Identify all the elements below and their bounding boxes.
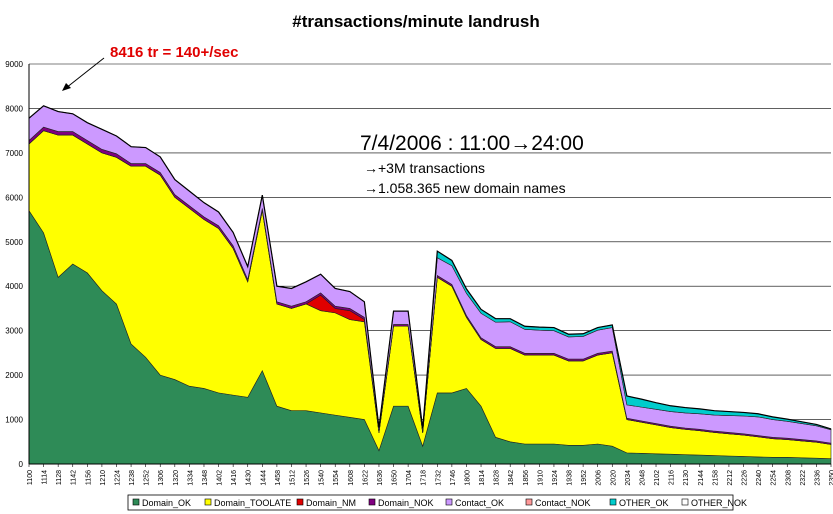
x-tick-label: 1910	[537, 470, 544, 486]
x-tick-label: 1718	[421, 470, 428, 486]
legend-entry: Domain_TOOLATE	[214, 498, 291, 508]
x-tick-label: 2226	[742, 470, 749, 486]
x-tick-label: 1526	[304, 470, 311, 486]
legend-entry: Domain_NOK	[378, 498, 434, 508]
x-tick-label: 1938	[567, 470, 574, 486]
legend: Domain_OK Domain_TOOLATE Domain_NM Domain_N…	[127, 494, 747, 511]
x-tick-label: 2144	[698, 470, 705, 486]
x-tick-label: 1210	[100, 470, 107, 486]
legend-entry: Domain_NM	[306, 498, 356, 508]
x-tick-label: 1334	[187, 470, 194, 486]
y-tick-label: 8000	[5, 104, 23, 113]
legend-swatch	[525, 498, 533, 506]
x-tick-label: 1458	[275, 470, 282, 486]
total-line	[28, 105, 832, 430]
x-tick-label: 1114	[42, 470, 49, 485]
x-tick-label: 1842	[508, 470, 515, 486]
x-tick-label: 1512	[289, 470, 296, 486]
legend-swatch	[609, 498, 617, 506]
x-tick-label: 2020	[610, 470, 617, 486]
y-tick-label: 0	[19, 460, 24, 469]
x-tick-label: 2158	[712, 470, 719, 486]
x-tick-label: 1306	[158, 470, 165, 486]
x-tick-label: 1430	[246, 470, 253, 486]
legend-swatch	[681, 498, 689, 506]
x-tick-label: 1622	[362, 470, 369, 486]
x-tick-label: 2322	[800, 470, 807, 486]
y-tick-labels: 0 1000 2000 3000 4000 5000 6000 7000 8000 9000	[5, 60, 23, 469]
x-tick-label: 1828	[494, 470, 501, 486]
x-tick-label: 1444	[260, 470, 267, 486]
x-tick-label: 1142	[71, 470, 78, 485]
legend-swatch	[132, 498, 140, 506]
legend-swatch	[368, 498, 376, 506]
x-tick-label: 1540	[319, 470, 326, 486]
x-tick-label: 1732	[435, 470, 442, 486]
axes	[28, 64, 831, 465]
legend-entry: Contact_NOK	[535, 498, 591, 508]
y-tick-label: 9000	[5, 60, 23, 69]
peak-arrow-head	[62, 83, 71, 91]
x-tick-label: 2048	[639, 470, 646, 486]
x-tick-label: 1224	[114, 470, 121, 486]
x-tick-label: 2102	[654, 470, 661, 486]
x-tick-label: 2212	[727, 470, 734, 486]
x-tick-label: 1348	[202, 470, 209, 486]
legend-entry: OTHER_OK	[619, 498, 669, 508]
x-tick-label: 1100	[27, 470, 34, 485]
x-tick-label: 2006	[596, 470, 603, 486]
peak-annotation: 8416 tr = 140+/sec	[110, 44, 238, 61]
period-annotation: 7/4/2006 : 11:00→24:00	[360, 132, 584, 155]
x-tick-label: 1320	[173, 470, 180, 486]
legend-entry: OTHER_NOK	[691, 498, 747, 508]
x-tick-label: 1252	[144, 470, 151, 486]
x-tick-label: 2116	[669, 470, 676, 485]
x-tick-label: 1128	[56, 470, 63, 485]
y-tick-label: 2000	[5, 371, 23, 380]
x-tick-label: 2034	[625, 470, 632, 486]
x-tick-label: 1650	[392, 470, 399, 486]
x-tick-label: 2336	[814, 470, 821, 486]
x-tick-label: 1952	[581, 470, 588, 486]
x-tick-label: 1924	[552, 470, 559, 486]
x-tick-label: 1800	[464, 470, 471, 486]
y-tick-label: 4000	[5, 282, 23, 291]
x-tick-label: 1814	[479, 470, 486, 486]
x-tick-label: 1746	[450, 470, 457, 486]
x-tick-label: 1156	[85, 470, 92, 485]
x-tick-labels: 1100 1114 1128 1142 1156 1210 1224 1238 1252 1306…	[27, 464, 833, 486]
x-tick-label: 2240	[756, 470, 763, 486]
chart-title: #transactions/minute landrush	[292, 12, 540, 31]
y-tick-label: 6000	[5, 193, 23, 202]
y-tick-label: 5000	[5, 238, 23, 247]
legend-entry: Contact_OK	[455, 498, 504, 508]
y-tick-label: 1000	[5, 416, 23, 425]
legend-swatch	[296, 498, 304, 506]
y-tick-label: 3000	[5, 327, 23, 336]
peak-arrow	[65, 57, 105, 89]
legend-entry: Domain_OK	[142, 498, 191, 508]
x-tick-label: 2130	[683, 470, 690, 486]
x-tick-label: 1402	[217, 470, 224, 486]
x-tick-label: 1608	[348, 470, 355, 486]
y-tick-label: 7000	[5, 149, 23, 158]
legend-box	[127, 494, 734, 511]
x-tick-label: 1238	[129, 470, 136, 486]
x-tick-label: 1554	[333, 470, 340, 486]
x-tick-label: 2308	[785, 470, 792, 486]
domains-annotation: →1.058.365 new domain names	[364, 180, 566, 196]
legend-swatch	[204, 498, 212, 506]
x-tick-label: 1636	[377, 470, 384, 486]
legend-swatch	[445, 498, 453, 506]
x-tick-label: 1704	[406, 470, 413, 486]
x-tick-label: 2254	[771, 470, 778, 486]
x-tick-label: 1416	[231, 470, 238, 486]
x-tick-label: 2350	[829, 470, 833, 486]
transactions-annotation: →+3M transactions	[364, 160, 485, 176]
x-tick-label: 1856	[523, 470, 530, 486]
